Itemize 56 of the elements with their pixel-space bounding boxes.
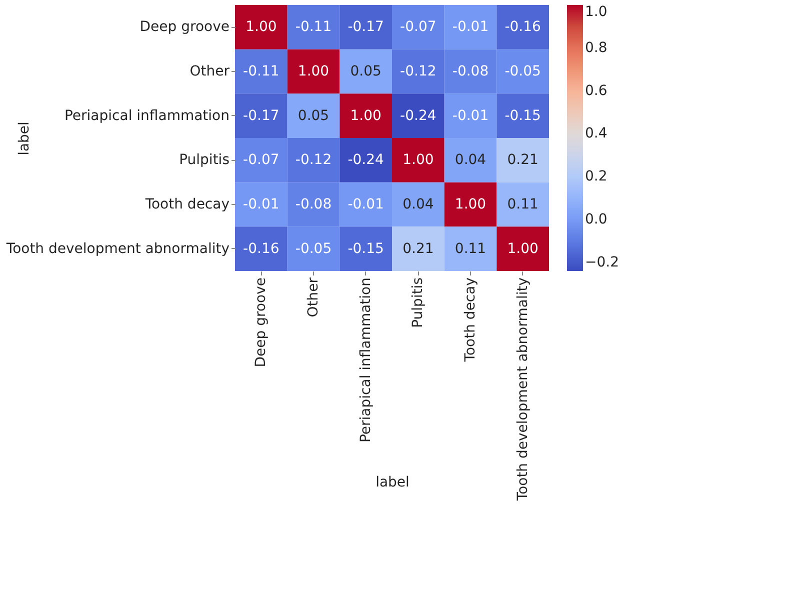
x-axis-title: label [376, 474, 410, 490]
data-label: -0.12 [295, 152, 332, 168]
data-label: 1.00 [454, 196, 486, 212]
y-tick-label: Deep groove [140, 19, 230, 36]
color-bar-label: 1.0 [585, 4, 608, 20]
data-label: 0.21 [507, 152, 538, 168]
data-label: 0.11 [454, 240, 486, 257]
data-label: -0.01 [243, 196, 280, 212]
data-label: -0.17 [243, 108, 280, 124]
data-label: -0.16 [243, 240, 280, 257]
data-label: -0.05 [504, 64, 541, 80]
data-label: 0.04 [402, 196, 434, 212]
data-label: 0.05 [298, 108, 330, 124]
data-label: -0.12 [400, 64, 436, 80]
x-tick-label: Other [306, 277, 322, 318]
data-label: -0.16 [504, 19, 542, 36]
data-label: -0.01 [452, 108, 489, 124]
color-bar-label: 0.0 [585, 212, 608, 228]
data-label: -0.05 [295, 240, 332, 257]
data-label: -0.11 [243, 64, 280, 80]
x-tick-label: Tooth development abnormality [514, 278, 531, 502]
color-bar-label: 0.6 [585, 82, 608, 99]
data-label: -0.11 [295, 19, 332, 36]
y-tick-label: Pulpitis [179, 152, 230, 168]
data-label: 0.05 [350, 64, 382, 80]
data-label: -0.15 [348, 240, 384, 257]
data-label: -0.17 [348, 19, 384, 36]
data-label: 1.00 [246, 19, 277, 36]
data-label: 0.04 [454, 152, 486, 168]
data-label: 0.21 [402, 240, 434, 257]
data-label: -0.24 [348, 152, 384, 168]
data-label: -0.01 [452, 19, 489, 36]
data-label: -0.15 [504, 108, 541, 124]
y-tick-label: Tooth decay [144, 196, 230, 212]
data-label: 1.00 [298, 64, 330, 80]
x-tick-label: Pulpitis [410, 278, 426, 328]
color-bar-label: 0.4 [585, 126, 608, 142]
data-label: 1.00 [402, 152, 434, 168]
x-tick-label: Tooth decay [462, 278, 478, 363]
y-tick-label: Tooth development abnormality [5, 240, 230, 257]
color-bar-label: 0.8 [585, 40, 608, 56]
data-label: 1.00 [350, 108, 382, 124]
data-label: 1.00 [507, 240, 538, 257]
data-label: -0.08 [295, 196, 332, 212]
y-axis-title: label [16, 122, 32, 156]
color-bar-label: 0.2 [585, 168, 608, 185]
color-bar-label: −0.2 [585, 254, 619, 270]
data-label: -0.01 [348, 196, 384, 212]
data-label: -0.07 [243, 152, 280, 168]
data-label: -0.08 [452, 64, 489, 80]
y-tick-label: Other [190, 64, 230, 80]
data-label: -0.24 [400, 108, 436, 124]
data-label: -0.07 [400, 19, 436, 36]
x-tick-label: Periapical inflammation [358, 278, 374, 443]
y-tick-label: Periapical inflammation [64, 108, 230, 124]
data-label: 0.11 [507, 196, 538, 212]
